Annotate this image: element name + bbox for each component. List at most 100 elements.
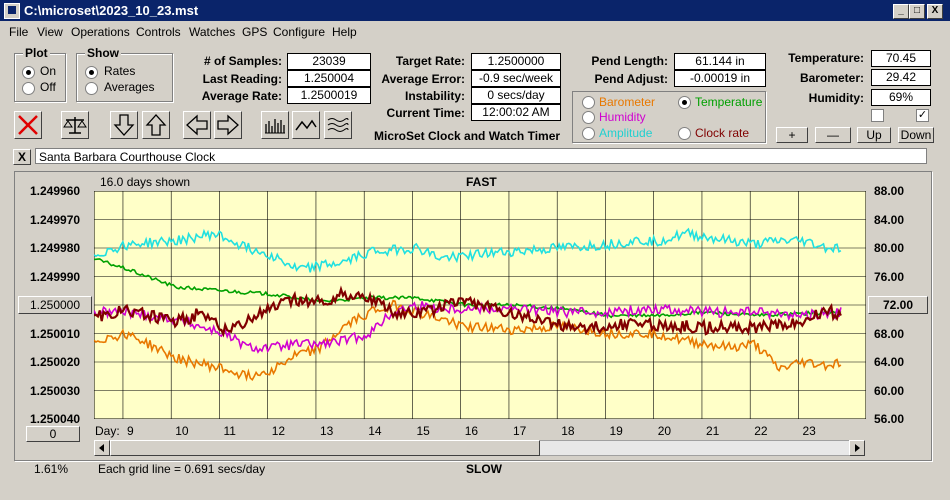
x-tick-label: 22 <box>754 424 768 438</box>
watch-close-button[interactable]: X <box>13 149 31 165</box>
barometer-label: Barometer: <box>799 71 864 85</box>
x-tick-label: 15 <box>416 424 430 438</box>
x-tick-label: 21 <box>705 424 720 438</box>
clock-rate-option-label[interactable]: Clock rate <box>695 126 750 140</box>
barometer-option-label[interactable]: Barometer <box>599 95 656 109</box>
menu-watches[interactable]: Watches <box>189 25 236 39</box>
amplitude-option-label[interactable]: Amplitude <box>599 126 653 140</box>
temperature-option-label[interactable]: Temperature <box>695 95 763 109</box>
wave-plot-button[interactable] <box>292 111 320 139</box>
menu-help[interactable]: Help <box>332 25 357 39</box>
menu-bar: File View Operations Controls Watches GP… <box>0 22 950 41</box>
humidity-label: Humidity: <box>808 91 864 105</box>
scrollbar-thumb[interactable] <box>110 440 540 456</box>
scroll-right-button[interactable] <box>849 440 865 456</box>
barometer-field: 29.42 <box>871 69 931 86</box>
multi-wave-button[interactable] <box>324 111 352 139</box>
right-checkbox[interactable]: ✓ <box>916 109 929 122</box>
temperature-label: Temperature: <box>788 51 864 65</box>
series-line-clock-rate <box>94 285 842 338</box>
scroll-left-button[interactable] <box>94 440 110 456</box>
right-scale-button[interactable]: 72.00 <box>868 296 928 314</box>
show-rates-radio[interactable] <box>85 66 98 79</box>
last-reading-label: Last Reading: <box>202 72 282 86</box>
y-right-tick-label: 88.00 <box>874 184 905 198</box>
title-bar: C:\microset\2023_10_23.mst _ □ X <box>0 0 950 21</box>
down-arrow-button[interactable] <box>110 111 138 139</box>
menu-view[interactable]: View <box>37 25 63 39</box>
y-right-tick-label: 56.00 <box>874 412 905 426</box>
temperature-field: 70.45 <box>871 50 931 67</box>
x-tick-label: 17 <box>512 424 527 438</box>
left-arrow-button[interactable] <box>183 111 211 139</box>
clock-rate-radio[interactable] <box>678 127 691 140</box>
temperature-radio[interactable] <box>678 96 691 109</box>
scale-plus-button[interactable]: + <box>776 127 808 143</box>
scroll-up-button[interactable]: Up <box>857 127 891 143</box>
instability-field: 0 secs/day <box>471 87 561 104</box>
menu-operations[interactable]: Operations <box>71 25 130 39</box>
y-right-tick-label: 80.00 <box>874 241 905 255</box>
right-arrow-button[interactable] <box>214 111 242 139</box>
scale-minus-button[interactable]: — <box>815 127 851 143</box>
x-tick-label: 11 <box>223 424 236 438</box>
plot-off-label[interactable]: Off <box>40 80 56 94</box>
barometer-radio[interactable] <box>582 96 595 109</box>
balance-button[interactable] <box>61 111 89 139</box>
bar-plot-button[interactable] <box>261 111 289 139</box>
average-error-label: Average Error: <box>381 72 465 86</box>
humidity-option-label[interactable]: Humidity <box>599 110 646 124</box>
zero-button[interactable]: 0 <box>26 426 80 442</box>
chart-frame <box>14 171 932 461</box>
last-reading-field: 1.250004 <box>287 70 371 87</box>
y-left-tick-label: 1.249970 <box>30 212 81 227</box>
window-title: C:\microset\2023_10_23.mst <box>24 3 199 18</box>
amplitude-radio[interactable] <box>582 127 595 140</box>
target-rate-field[interactable]: 1.2500000 <box>471 53 561 70</box>
show-averages-radio[interactable] <box>85 82 98 95</box>
humidity-field: 69% <box>871 89 931 106</box>
average-rate-label: Average Rate: <box>201 89 282 103</box>
bar-plot-icon <box>265 119 285 134</box>
percent-label: 1.61% <box>34 462 69 476</box>
pend-length-field[interactable]: 61.144 in <box>674 53 766 70</box>
center-value-button[interactable]: 1.250000 <box>18 296 92 314</box>
plot-off-radio[interactable] <box>22 82 35 95</box>
scroll-down-button[interactable]: Down <box>898 127 934 143</box>
menu-file[interactable]: File <box>9 25 29 39</box>
maximize-button[interactable]: □ <box>909 4 925 19</box>
menu-configure[interactable]: Configure <box>273 25 326 39</box>
show-averages-label[interactable]: Averages <box>104 80 155 94</box>
app-icon[interactable] <box>4 3 20 19</box>
left-checkbox[interactable] <box>871 109 884 122</box>
watch-name-field[interactable]: Santa Barbara Courthouse Clock <box>35 148 927 164</box>
close-button[interactable]: X <box>927 4 943 19</box>
x-tick-label: 19 <box>609 424 623 438</box>
up-arrow-button[interactable] <box>142 111 170 139</box>
wave-plot-icon <box>295 119 317 131</box>
menu-gps[interactable]: GPS <box>242 25 268 39</box>
average-rate-field: 1.2500019 <box>287 87 371 104</box>
y-left-tick-label: 1.250030 <box>30 383 81 398</box>
horizontal-scrollbar[interactable] <box>94 440 865 456</box>
stop-button[interactable] <box>14 111 42 139</box>
scroll-right-icon <box>855 444 860 452</box>
y-left-tick-label: 1.250010 <box>30 326 81 341</box>
app-caption: MicroSet Clock and Watch Timer <box>374 129 561 143</box>
pend-adjust-label: Pend Adjust: <box>594 72 668 86</box>
plot-on-radio[interactable] <box>22 66 35 79</box>
samples-label: # of Samples: <box>203 54 282 68</box>
humidity-radio[interactable] <box>582 111 595 124</box>
x-tick-label: 13 <box>319 424 334 438</box>
plot-on-label[interactable]: On <box>40 64 57 78</box>
show-rates-label[interactable]: Rates <box>104 64 136 78</box>
arrow-up-icon <box>145 114 167 136</box>
minimize-button[interactable]: _ <box>893 4 909 19</box>
grid-note: Each grid line = 0.691 secs/day <box>98 462 266 476</box>
balance-scale-icon <box>63 117 87 134</box>
menu-controls[interactable]: Controls <box>136 25 181 39</box>
x-tick-label: 16 <box>464 424 479 438</box>
stop-x-icon <box>18 115 38 135</box>
x-tick-label: 10 <box>175 424 189 438</box>
y-left-tick-label: 1.249980 <box>30 241 81 255</box>
